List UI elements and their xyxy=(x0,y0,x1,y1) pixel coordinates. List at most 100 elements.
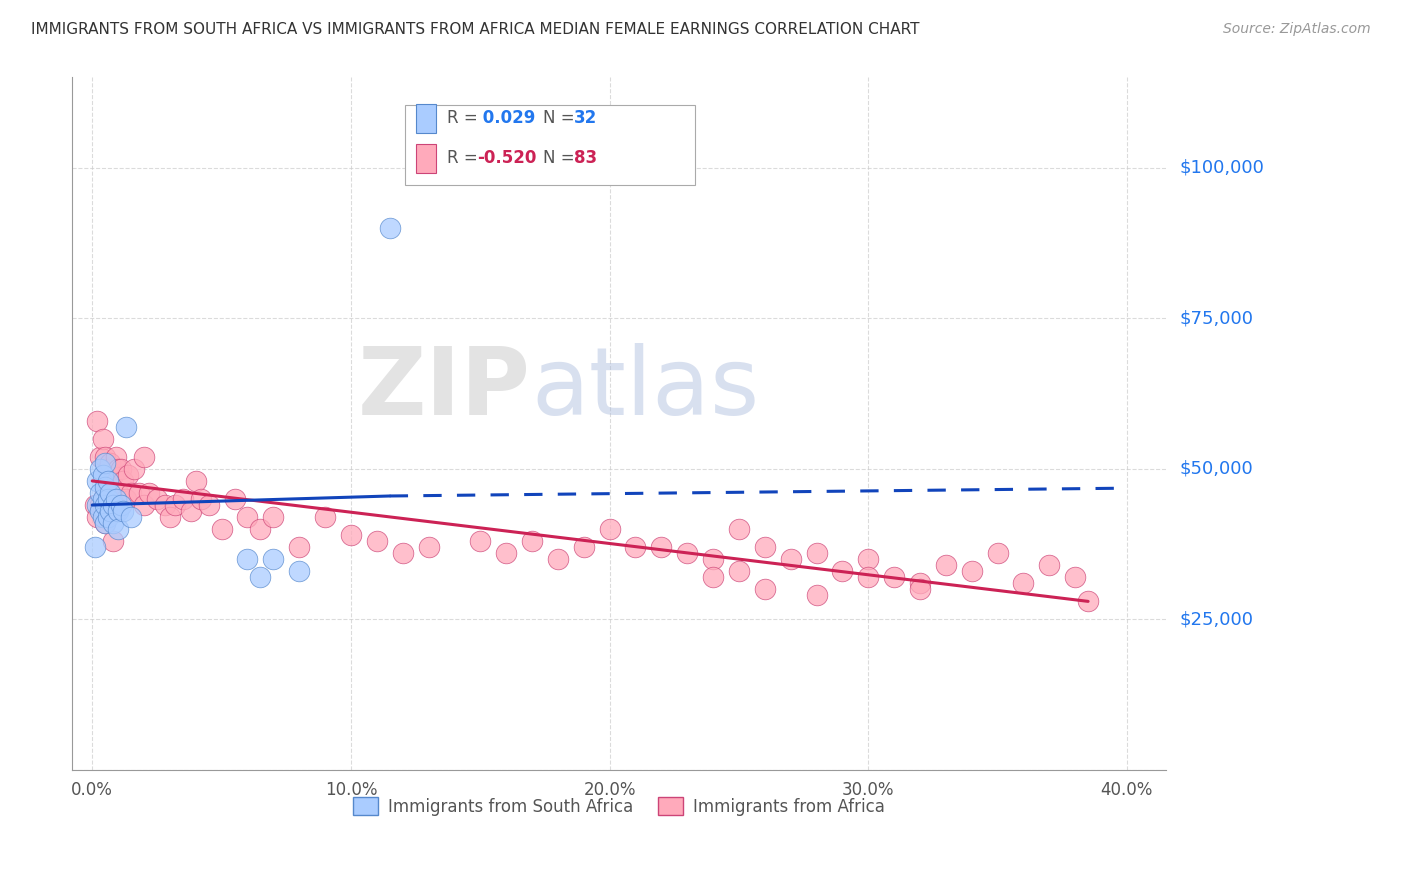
Point xyxy=(702,570,724,584)
Point xyxy=(101,498,124,512)
Text: 32: 32 xyxy=(574,110,598,128)
Point xyxy=(98,486,121,500)
Point xyxy=(172,491,194,506)
Text: 83: 83 xyxy=(574,149,598,168)
Point xyxy=(97,491,120,506)
Point xyxy=(249,522,271,536)
Point xyxy=(883,570,905,584)
Point xyxy=(83,540,105,554)
Point xyxy=(91,510,114,524)
FancyBboxPatch shape xyxy=(416,103,436,133)
Point xyxy=(104,491,127,506)
Point xyxy=(676,546,699,560)
Point xyxy=(98,456,121,470)
Point xyxy=(110,462,132,476)
Point xyxy=(702,552,724,566)
Point xyxy=(211,522,233,536)
Point xyxy=(190,491,212,506)
Legend: Immigrants from South Africa, Immigrants from Africa: Immigrants from South Africa, Immigrants… xyxy=(344,789,893,824)
Point xyxy=(391,546,413,560)
Point xyxy=(91,432,114,446)
Point xyxy=(197,498,219,512)
Point xyxy=(520,534,543,549)
Point xyxy=(858,552,880,566)
Point xyxy=(107,504,129,518)
Point xyxy=(249,570,271,584)
Point xyxy=(110,498,132,512)
Point xyxy=(97,498,120,512)
Point xyxy=(495,546,517,560)
Point xyxy=(94,486,117,500)
Point xyxy=(599,522,621,536)
Text: $50,000: $50,000 xyxy=(1180,460,1253,478)
Point xyxy=(94,516,117,530)
Point xyxy=(120,510,142,524)
Point xyxy=(104,450,127,464)
Point xyxy=(314,510,336,524)
Point xyxy=(366,534,388,549)
Point xyxy=(128,486,150,500)
Point xyxy=(110,498,132,512)
Point xyxy=(107,486,129,500)
Text: IMMIGRANTS FROM SOUTH AFRICA VS IMMIGRANTS FROM AFRICA MEDIAN FEMALE EARNINGS CO: IMMIGRANTS FROM SOUTH AFRICA VS IMMIGRAN… xyxy=(31,22,920,37)
Point xyxy=(754,582,776,597)
Point xyxy=(138,486,160,500)
Point xyxy=(728,522,751,536)
Point xyxy=(94,456,117,470)
Point xyxy=(86,474,108,488)
Point xyxy=(101,467,124,482)
Point xyxy=(97,462,120,476)
Point xyxy=(86,498,108,512)
Point xyxy=(754,540,776,554)
Point xyxy=(97,510,120,524)
Point xyxy=(935,558,957,573)
Point xyxy=(779,552,801,566)
Point xyxy=(89,450,111,464)
Point xyxy=(236,510,259,524)
Point xyxy=(112,504,135,518)
Point xyxy=(91,491,114,506)
Point xyxy=(120,486,142,500)
Point xyxy=(101,516,124,530)
Point xyxy=(91,504,114,518)
FancyBboxPatch shape xyxy=(405,105,695,185)
Point xyxy=(184,474,207,488)
Point xyxy=(94,450,117,464)
Point xyxy=(107,522,129,536)
Point xyxy=(1012,576,1035,591)
Text: $25,000: $25,000 xyxy=(1180,610,1254,629)
Point xyxy=(98,491,121,506)
Point xyxy=(86,510,108,524)
Point xyxy=(180,504,202,518)
Point xyxy=(262,510,284,524)
Point xyxy=(288,540,311,554)
Text: Source: ZipAtlas.com: Source: ZipAtlas.com xyxy=(1223,22,1371,37)
Text: 0.029: 0.029 xyxy=(478,110,536,128)
Point xyxy=(418,540,440,554)
Point xyxy=(728,564,751,578)
Point xyxy=(101,498,124,512)
Text: -0.520: -0.520 xyxy=(478,149,537,168)
Point xyxy=(831,564,853,578)
Point xyxy=(112,474,135,488)
Point xyxy=(146,491,169,506)
Point xyxy=(806,588,828,602)
Point xyxy=(122,462,145,476)
Text: $75,000: $75,000 xyxy=(1180,310,1254,327)
Point xyxy=(115,419,138,434)
Point xyxy=(107,462,129,476)
Point xyxy=(101,534,124,549)
Point xyxy=(89,486,111,500)
Text: atlas: atlas xyxy=(531,343,759,435)
Point xyxy=(89,498,111,512)
Point xyxy=(163,498,186,512)
Point xyxy=(89,462,111,476)
Text: R =: R = xyxy=(447,149,482,168)
Point xyxy=(132,498,155,512)
Point xyxy=(288,564,311,578)
Point xyxy=(624,540,647,554)
Point xyxy=(340,528,363,542)
Point xyxy=(236,552,259,566)
Point xyxy=(117,467,139,482)
Point xyxy=(547,552,569,566)
